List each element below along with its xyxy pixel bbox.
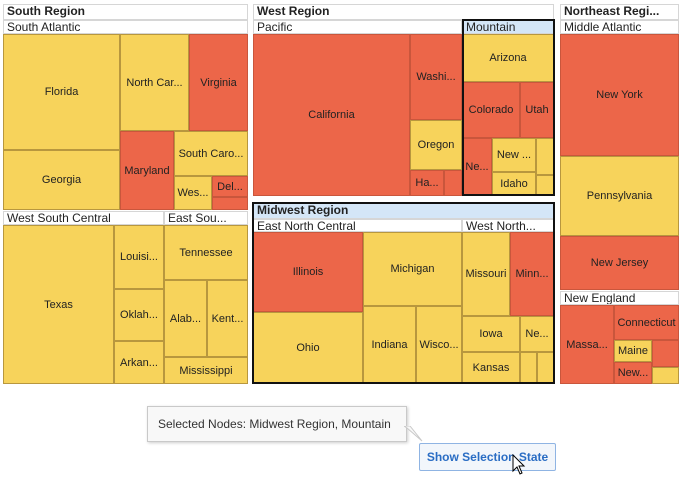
selection-tooltip: Selected Nodes: Midwest Region, Mountain — [147, 406, 407, 442]
state-node[interactable]: Virginia — [189, 34, 248, 131]
button-label: Show Selection State — [426, 450, 549, 464]
state-node[interactable]: Iowa — [462, 316, 520, 352]
state-node[interactable]: Wes... — [174, 176, 212, 210]
division-header-south-atlantic[interactable]: South Atlantic — [3, 20, 248, 34]
state-node[interactable]: Texas — [3, 225, 114, 384]
state-node[interactable]: Oregon — [410, 120, 462, 170]
division-header-west-south-central[interactable]: West South Central — [3, 211, 164, 225]
division-header-west-north-central[interactable]: West North... — [462, 219, 554, 232]
state-node[interactable]: Indiana — [363, 306, 416, 384]
state-node[interactable] — [444, 170, 462, 196]
state-node[interactable]: Idaho — [492, 172, 536, 196]
mouse-cursor-icon — [512, 454, 526, 475]
state-node[interactable]: New Jersey — [560, 236, 679, 290]
state-node[interactable]: Missouri — [462, 232, 510, 316]
state-node[interactable]: Washi... — [410, 34, 462, 120]
state-node[interactable]: Tennessee — [164, 225, 248, 280]
region-header-northeast[interactable]: Northeast Regi... — [560, 4, 679, 20]
state-node[interactable]: Arizona — [462, 34, 554, 82]
state-node[interactable]: Mississippi — [164, 357, 248, 384]
state-node[interactable]: New ... — [492, 138, 536, 172]
state-node[interactable]: Maryland — [120, 131, 174, 210]
state-node[interactable]: California — [253, 34, 410, 196]
state-node[interactable]: Oklah... — [114, 289, 164, 341]
state-node[interactable]: Michigan — [363, 232, 462, 306]
state-node[interactable]: North Car... — [120, 34, 189, 131]
state-node[interactable]: Pennsylvania — [560, 156, 679, 236]
state-node[interactable] — [212, 197, 248, 210]
show-selection-state-button[interactable]: Show Selection State — [419, 443, 556, 471]
state-node[interactable]: Kansas — [462, 352, 520, 384]
division-header-pacific[interactable]: Pacific — [253, 20, 462, 34]
state-node[interactable]: Colorado — [462, 82, 520, 138]
state-node[interactable]: New York — [560, 34, 679, 156]
state-node[interactable]: Utah — [520, 82, 554, 138]
tooltip-pointer — [404, 426, 423, 442]
state-node[interactable] — [536, 175, 554, 196]
state-node[interactable] — [652, 367, 679, 384]
state-node[interactable]: New... — [614, 362, 652, 384]
state-node[interactable]: Georgia — [3, 150, 120, 210]
state-node[interactable]: Massa... — [560, 305, 614, 384]
state-node[interactable]: Illinois — [253, 232, 363, 312]
state-node[interactable]: Arkan... — [114, 341, 164, 384]
state-node[interactable]: Wisco... — [416, 306, 462, 384]
state-node[interactable]: Del... — [212, 176, 248, 197]
state-node[interactable]: Ohio — [253, 312, 363, 384]
state-node[interactable] — [520, 352, 537, 384]
division-header-new-england[interactable]: New England — [560, 291, 679, 305]
state-node[interactable]: Ne... — [462, 138, 492, 196]
region-header-south[interactable]: South Region — [3, 4, 248, 20]
state-node[interactable] — [536, 138, 554, 175]
division-header-middle-atlantic[interactable]: Middle Atlantic — [560, 20, 679, 34]
state-node[interactable] — [652, 340, 679, 367]
treemap: South Region South Atlantic Florida Georgia… — [3, 4, 679, 384]
tooltip-text: Selected Nodes: Midwest Region, Mountain — [158, 417, 391, 431]
division-header-east-south-central[interactable]: East Sou... — [164, 211, 248, 225]
division-header-mountain[interactable]: Mountain — [462, 20, 554, 34]
region-header-midwest[interactable]: Midwest Region — [253, 203, 554, 219]
state-node[interactable]: Louisi... — [114, 225, 164, 289]
state-node[interactable]: Kent... — [207, 280, 248, 357]
state-node[interactable]: Minn... — [510, 232, 554, 316]
state-node[interactable] — [537, 352, 554, 384]
division-header-east-north-central[interactable]: East North Central — [253, 219, 462, 232]
state-node[interactable]: Ha... — [410, 170, 444, 196]
state-node[interactable]: Alab... — [164, 280, 207, 357]
state-node[interactable]: South Caro... — [174, 131, 248, 176]
state-node[interactable]: Connecticut — [614, 305, 679, 340]
state-node[interactable]: Florida — [3, 34, 120, 150]
region-header-west[interactable]: West Region — [253, 4, 554, 20]
state-node[interactable]: Maine — [614, 340, 652, 362]
state-node[interactable]: Ne... — [520, 316, 554, 352]
